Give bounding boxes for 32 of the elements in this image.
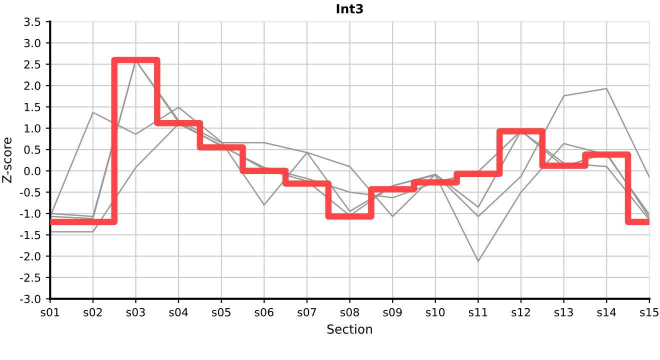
x-tick-label: s02	[84, 308, 102, 316]
y-tick-label: 2.0	[24, 82, 40, 90]
y-tick-label: 1.5	[24, 103, 40, 112]
x-tick-label: s12	[512, 308, 530, 316]
y-tick-label: -2.0	[20, 252, 40, 261]
x-tick-label: s08	[340, 308, 360, 316]
y-tick-label: 2.5	[24, 60, 40, 69]
y-tick-label: -0.5	[20, 188, 40, 197]
x-tick-label: s15	[640, 308, 658, 316]
y-tick-label: 1.0	[24, 124, 40, 133]
y-tick-label: 3.0	[24, 38, 40, 48]
y-tick-label: 0.5	[24, 146, 40, 154]
chart-title: Int3	[336, 4, 363, 14]
x-tick-label: s13	[554, 308, 573, 316]
x-tick-label: s03	[126, 308, 145, 316]
x-tick-label: s06	[254, 308, 274, 316]
y-axis-title: Z-score	[2, 138, 12, 183]
y-tick-label: -3.0	[20, 294, 40, 304]
x-tick-label: s05	[212, 308, 230, 316]
y-tick-label: -2.5	[20, 273, 40, 282]
x-tick-label: s14	[597, 308, 616, 316]
x-axis-title: Section	[327, 324, 372, 334]
y-tick-label: 0.0	[24, 166, 40, 176]
x-tick-label: s09	[383, 308, 402, 316]
x-tick-label: s07	[298, 308, 316, 316]
y-tick-label: 3.5	[24, 18, 40, 26]
x-tick-label: s04	[169, 308, 188, 316]
y-tick-label: -1.0	[20, 209, 40, 218]
y-tick-label: -1.5	[20, 230, 40, 240]
x-tick-label: s11	[468, 308, 488, 316]
x-tick-label: s10	[426, 308, 445, 316]
x-tick-label: s01	[40, 308, 60, 316]
